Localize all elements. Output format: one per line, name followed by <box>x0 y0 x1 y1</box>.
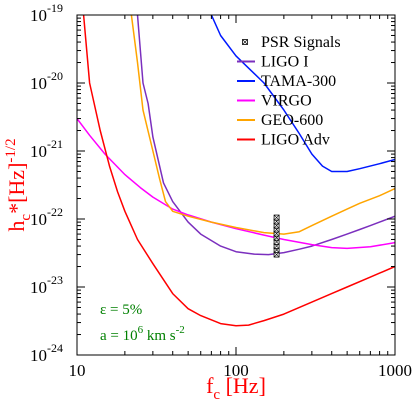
legend-psr-marker <box>242 39 248 45</box>
y-tick-exponent: -24 <box>47 341 63 355</box>
y-axis-label: hc*[Hz]-1/2 <box>3 138 34 231</box>
y-tick-exponent: -23 <box>47 273 63 287</box>
series-line-3 <box>130 15 395 235</box>
series-line-2 <box>77 118 395 250</box>
series-line-4 <box>82 15 395 327</box>
series-line-1 <box>210 15 395 173</box>
psr-marker-9 <box>273 214 280 221</box>
y-tick-label: 10 <box>30 278 47 297</box>
series-line-0 <box>136 15 395 256</box>
legend: PSR Signals LIGO I TAMA-300 VIRGO GEO-600 LIG… <box>237 34 341 149</box>
x-tick-label: 1000 <box>378 361 412 380</box>
x-axis-label: fc [Hz] <box>206 373 266 403</box>
legend-label-3: GEO-600 <box>261 112 323 129</box>
y-tick-label: 10 <box>30 142 47 161</box>
y-tick-exponent: -19 <box>47 1 63 15</box>
y-tick-exponent: -21 <box>47 137 63 151</box>
legend-label-1: TAMA-300 <box>261 73 336 90</box>
legend-label-0: LIGO I <box>261 54 309 71</box>
legend-label-4: LIGO Adv <box>261 132 330 149</box>
legend-label-psr: PSR Signals <box>261 34 341 51</box>
y-tick-label: 10 <box>30 210 47 229</box>
y-tick-exponent: -22 <box>47 205 63 219</box>
x-tick-label: 100 <box>223 361 249 380</box>
annotation-epsilon: ε = 5% <box>100 302 142 318</box>
plot-area <box>77 15 395 327</box>
y-tick-exponent: -20 <box>47 69 63 83</box>
y-tick-label: 10 <box>30 74 47 93</box>
legend-label-2: VIRGO <box>261 93 312 110</box>
y-tick-label: 10 <box>30 6 47 25</box>
x-tick-label: 10 <box>69 361 86 380</box>
y-tick-label: 10 <box>30 346 47 365</box>
annotation-acceleration: a = 106 km s-2 <box>100 324 185 344</box>
